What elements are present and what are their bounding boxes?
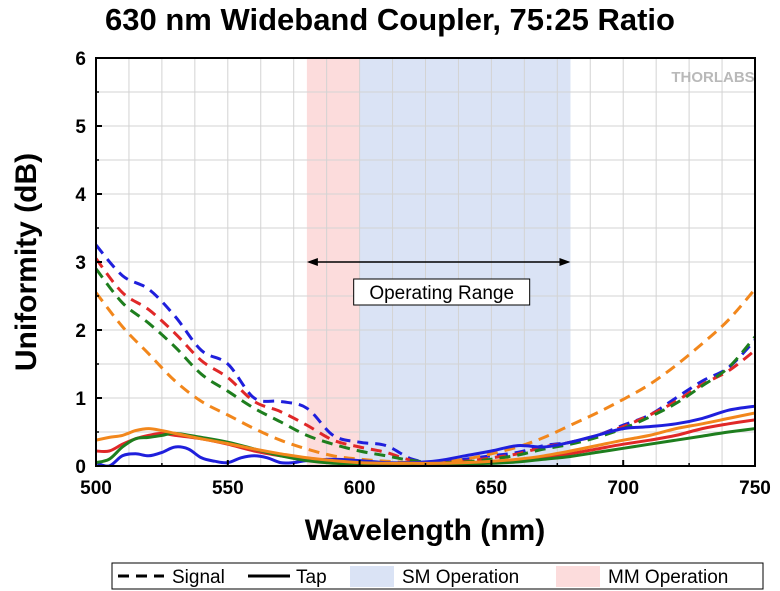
chart-title: 630 nm Wideband Coupler, 75:25 Ratio bbox=[105, 2, 675, 37]
y-axis-label: Uniformity (dB) bbox=[10, 153, 43, 371]
y-tick-label: 3 bbox=[75, 253, 86, 274]
x-tick-label: 550 bbox=[212, 478, 244, 499]
x-tick-label: 750 bbox=[739, 478, 771, 499]
legend-mm-swatch bbox=[556, 566, 600, 587]
x-tick-label: 700 bbox=[607, 478, 639, 499]
legend-box bbox=[111, 562, 764, 590]
operating-range-label-box bbox=[353, 278, 531, 306]
operating-range-label: Operating Range bbox=[369, 283, 514, 304]
arrowhead-right bbox=[559, 258, 571, 266]
x-tick-label: 650 bbox=[476, 478, 508, 499]
x-tick-label: 600 bbox=[344, 478, 376, 499]
y-tick-label: 4 bbox=[75, 185, 86, 206]
x-axis-label: Wavelength (nm) bbox=[305, 514, 546, 547]
legend-sm-label: SM Operation bbox=[402, 567, 519, 588]
y-tick-label: 2 bbox=[75, 321, 86, 342]
legend-sm-swatch bbox=[350, 566, 394, 587]
y-tick-label: 0 bbox=[75, 457, 86, 478]
y-tick-label: 1 bbox=[75, 389, 86, 410]
legend-tap-label: Tap bbox=[296, 567, 327, 588]
legend: Signal Tap SM Operation MM Operation bbox=[111, 562, 764, 590]
series-tap-orange bbox=[96, 411, 755, 465]
y-tick-label: 6 bbox=[75, 49, 86, 70]
grid-lines bbox=[96, 58, 755, 466]
axis-ticks: 500 550 600 650 700 750 0 1 2 3 4 5 6 bbox=[75, 49, 770, 499]
x-tick-label: 500 bbox=[80, 478, 112, 499]
legend-signal-label: Signal bbox=[172, 567, 225, 588]
arrowhead-left bbox=[306, 258, 318, 266]
series-group bbox=[96, 244, 755, 466]
operating-range-annotation: Operating Range bbox=[306, 258, 571, 306]
watermark-logo: THORLABS bbox=[671, 69, 754, 86]
legend-mm-label: MM Operation bbox=[608, 567, 728, 588]
y-tick-label: 5 bbox=[75, 117, 86, 138]
series-signal-green bbox=[96, 267, 755, 465]
